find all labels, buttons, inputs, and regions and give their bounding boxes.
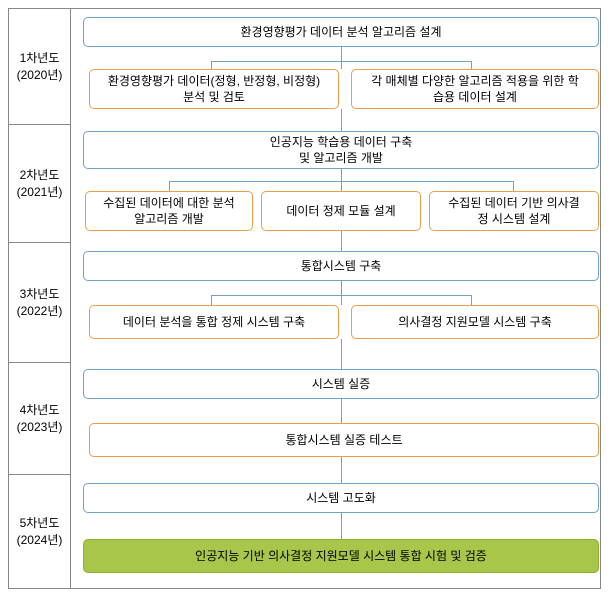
- box-label: 데이터 분석을 통합 정제 시스템 구축: [123, 314, 305, 330]
- connector: [341, 281, 342, 305]
- year-sublabel: (2024년): [17, 532, 63, 549]
- connector: [341, 109, 342, 131]
- box-y5_final: 인공지능 기반 의사결정 지원모델 시스템 통합 시험 및 검증: [83, 539, 599, 573]
- box-y1_header: 환경영향평가 데이터 분석 알고리즘 설계: [83, 17, 599, 47]
- year-label: 4차년도: [17, 402, 63, 419]
- box-y2_sub_2: 데이터 정제 모듈 설계: [261, 191, 421, 231]
- box-label: 수집된 데이터에 대한 분석 알고리즘 개발: [103, 195, 234, 227]
- connector: [341, 231, 342, 251]
- connector: [211, 295, 471, 296]
- connector: [341, 513, 342, 539]
- box-label: 인공지능 학습용 데이터 구축 및 알고리즘 개발: [270, 134, 412, 166]
- connector: [169, 181, 170, 191]
- box-label: 수집된 데이터 기반 의사결 정 시스템 설계: [448, 195, 579, 227]
- box-label: 시스템 실증: [312, 376, 371, 392]
- box-label: 통합시스템 구축: [301, 258, 382, 274]
- box-y2_sub_3: 수집된 데이터 기반 의사결 정 시스템 설계: [429, 191, 599, 231]
- connector: [341, 457, 342, 483]
- roadmap-wrapper: 1차년도(2020년)2차년도(2021년)3차년도(2022년)4차년도(20…: [8, 8, 601, 589]
- connector: [341, 47, 342, 69]
- connector: [341, 181, 342, 191]
- year-label: 3차년도: [17, 286, 63, 303]
- box-y5_header: 시스템 고도화: [83, 483, 599, 513]
- connector: [471, 295, 472, 305]
- year-label: 2차년도: [17, 167, 63, 184]
- year-column: 1차년도(2020년)2차년도(2021년)3차년도(2022년)4차년도(20…: [9, 9, 71, 589]
- box-label: 데이터 정제 모듈 설계: [286, 203, 395, 219]
- box-y4_sub: 통합시스템 실증 테스트: [89, 423, 599, 457]
- diagram-column: 환경영향평가 데이터 분석 알고리즘 설계환경영향평가 데이터(정형, 반정형,…: [71, 9, 600, 589]
- box-label: 시스템 고도화: [306, 490, 376, 506]
- year-cell-4: 4차년도(2023년): [9, 363, 70, 475]
- year-cell-1: 1차년도(2020년): [9, 9, 70, 125]
- year-sublabel: (2021년): [17, 184, 63, 201]
- year-sublabel: (2020년): [17, 67, 63, 84]
- year-cell-3: 3차년도(2022년): [9, 243, 70, 363]
- connector: [513, 181, 514, 191]
- box-y1_sub_left: 환경영향평가 데이터(정형, 반정형, 비정형) 분석 및 검토: [89, 69, 339, 109]
- year-cell-2: 2차년도(2021년): [9, 125, 70, 243]
- connector: [211, 61, 471, 62]
- connector: [341, 399, 342, 423]
- year-sublabel: (2023년): [17, 419, 63, 436]
- box-label: 인공지능 기반 의사결정 지원모델 시스템 통합 시험 및 검증: [195, 548, 487, 564]
- box-y3_sub_left: 데이터 분석을 통합 정제 시스템 구축: [89, 305, 339, 339]
- year-label: 1차년도: [17, 50, 63, 67]
- box-y1_sub_right: 각 매체별 다양한 알고리즘 적용을 위한 학 습용 데이터 설계: [351, 69, 599, 109]
- box-label: 환경영향평가 데이터(정형, 반정형, 비정형) 분석 및 검토: [108, 73, 320, 105]
- connector: [471, 61, 472, 69]
- box-y2_header: 인공지능 학습용 데이터 구축 및 알고리즘 개발: [83, 131, 599, 169]
- box-label: 환경영향평가 데이터 분석 알고리즘 설계: [240, 24, 441, 40]
- year-cell-5: 5차년도(2024년): [9, 475, 70, 589]
- year-sublabel: (2022년): [17, 303, 63, 320]
- connector: [341, 339, 342, 369]
- connector: [211, 295, 212, 305]
- box-label: 의사결정 지원모델 시스템 구축: [398, 314, 552, 330]
- box-label: 통합시스템 실증 테스트: [285, 432, 402, 448]
- box-y2_sub_1: 수집된 데이터에 대한 분석 알고리즘 개발: [85, 191, 253, 231]
- connector: [211, 61, 212, 69]
- box-y3_sub_right: 의사결정 지원모델 시스템 구축: [351, 305, 599, 339]
- box-label: 각 매체별 다양한 알고리즘 적용을 위한 학 습용 데이터 설계: [371, 73, 579, 105]
- box-y3_header: 통합시스템 구축: [83, 251, 599, 281]
- box-y4_header: 시스템 실증: [83, 369, 599, 399]
- year-label: 5차년도: [17, 515, 63, 532]
